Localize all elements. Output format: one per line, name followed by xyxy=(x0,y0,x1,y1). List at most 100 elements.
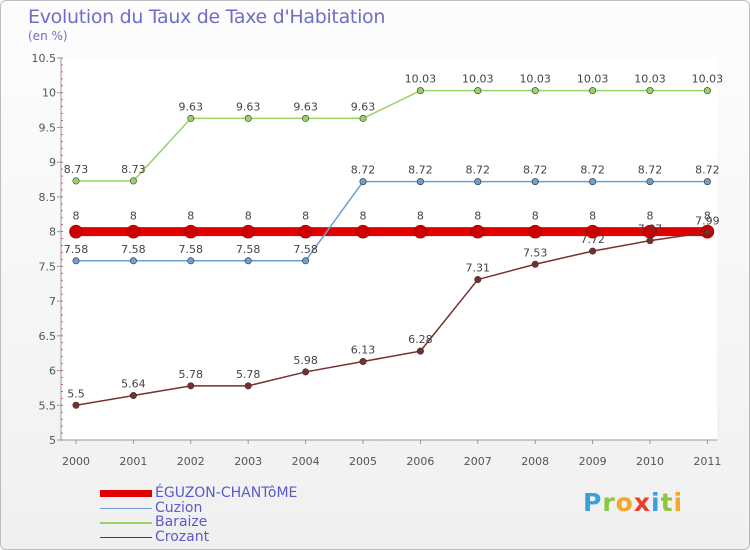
data-point xyxy=(413,224,428,239)
data-point xyxy=(129,257,137,265)
data-point xyxy=(187,257,195,265)
data-point xyxy=(474,87,482,95)
data-label: 6.28 xyxy=(408,333,433,346)
data-point xyxy=(187,114,195,122)
data-point xyxy=(531,260,539,268)
data-label: 8 xyxy=(589,210,596,223)
data-point xyxy=(589,247,597,255)
data-point xyxy=(531,178,539,186)
logo-letter: r xyxy=(602,488,616,517)
x-tick-label: 2005 xyxy=(349,455,377,468)
data-label: 8 xyxy=(360,210,367,223)
data-label: 5.5 xyxy=(67,387,85,400)
y-tick-label: 8 xyxy=(49,226,56,239)
data-point xyxy=(72,257,80,265)
proxiti-logo: Proxiti xyxy=(583,488,683,517)
data-point xyxy=(646,237,654,245)
data-point xyxy=(187,382,195,390)
x-tick-label: 2000 xyxy=(62,455,90,468)
data-point xyxy=(531,87,539,95)
data-label: 8 xyxy=(187,210,194,223)
x-tick-label: 2011 xyxy=(693,455,721,468)
logo-letter: t xyxy=(660,488,674,517)
data-point xyxy=(359,114,367,122)
data-label: 7.99 xyxy=(695,214,720,227)
series-line-baraize xyxy=(76,89,708,182)
data-point xyxy=(129,177,137,185)
data-point xyxy=(589,87,597,95)
data-point xyxy=(356,224,370,239)
data-point xyxy=(470,224,485,239)
data-label: 8.72 xyxy=(408,164,433,177)
data-point xyxy=(359,178,367,186)
data-point xyxy=(585,224,600,239)
data-point xyxy=(703,228,711,236)
y-tick-label: 8.5 xyxy=(39,191,57,204)
data-point xyxy=(184,224,198,239)
data-label: 8 xyxy=(130,210,137,223)
legend-swatch-baraize xyxy=(100,522,152,524)
x-tick-label: 2004 xyxy=(292,455,320,468)
x-tick-label: 2007 xyxy=(464,455,492,468)
y-tick-label: 7 xyxy=(49,295,56,308)
data-point xyxy=(126,224,141,239)
y-tick-label: 6 xyxy=(49,365,56,378)
legend-label-crozant: Crozant xyxy=(155,528,210,545)
legend-label-cuzion: Cuzion xyxy=(155,499,203,516)
data-label: 5.98 xyxy=(293,354,318,367)
data-label: 5.78 xyxy=(236,368,261,381)
data-point xyxy=(302,114,310,122)
data-label: 8 xyxy=(302,210,309,223)
series-line-crozant xyxy=(75,231,708,407)
data-label: 8.72 xyxy=(523,164,548,177)
data-point xyxy=(302,368,310,376)
plot-area xyxy=(61,58,717,440)
data-label: 9.63 xyxy=(179,100,204,113)
x-tick-label: 2003 xyxy=(234,455,262,468)
legend-label-baraize: Baraize xyxy=(155,514,208,530)
y-tick-label: 5.5 xyxy=(39,399,57,412)
legend-swatch-cuzion xyxy=(100,507,152,509)
data-point xyxy=(646,178,654,186)
y-tick-label: 9 xyxy=(49,156,56,169)
x-tick-label: 2006 xyxy=(406,455,434,468)
data-label: 7.72 xyxy=(580,233,605,246)
data-point xyxy=(416,347,424,355)
y-tick-label: 7.5 xyxy=(39,260,57,273)
data-label: 10.03 xyxy=(405,73,437,86)
x-tick-label: 2008 xyxy=(521,455,549,468)
data-label: 8.73 xyxy=(121,163,146,176)
data-point xyxy=(69,224,83,239)
data-point xyxy=(298,224,313,239)
data-label: 8.72 xyxy=(638,164,663,177)
logo-letter: i xyxy=(651,488,661,517)
data-label: 8 xyxy=(704,210,711,223)
x-tick-label: 2010 xyxy=(636,455,664,468)
data-point xyxy=(129,392,137,400)
chart-title: Evolution du Taux de Taxe d'Habitation xyxy=(28,6,386,28)
data-label: 7.87 xyxy=(638,223,663,236)
data-label: 8 xyxy=(647,210,654,223)
data-label: 8 xyxy=(73,210,80,223)
data-label: 10.03 xyxy=(519,73,551,86)
data-point xyxy=(416,178,424,186)
data-point xyxy=(474,276,482,284)
data-point xyxy=(72,177,80,185)
legend-swatch-crozant xyxy=(100,536,152,538)
data-label: 8.72 xyxy=(466,164,491,177)
y-tick-label: 5 xyxy=(49,434,56,447)
data-label: 8.72 xyxy=(695,164,720,177)
data-point xyxy=(241,224,255,239)
y-tick-label: 6.5 xyxy=(39,330,57,343)
data-point xyxy=(244,257,252,265)
data-label: 10.03 xyxy=(462,73,494,86)
data-label: 9.63 xyxy=(236,100,261,113)
x-tick-label: 2009 xyxy=(579,455,607,468)
data-label: 8 xyxy=(417,210,424,223)
series-line-cuzion xyxy=(76,180,708,262)
logo-letter: x xyxy=(633,488,651,517)
data-point xyxy=(72,401,80,409)
data-label: 9.63 xyxy=(293,100,318,113)
y-tick-label: 9.5 xyxy=(39,121,57,134)
